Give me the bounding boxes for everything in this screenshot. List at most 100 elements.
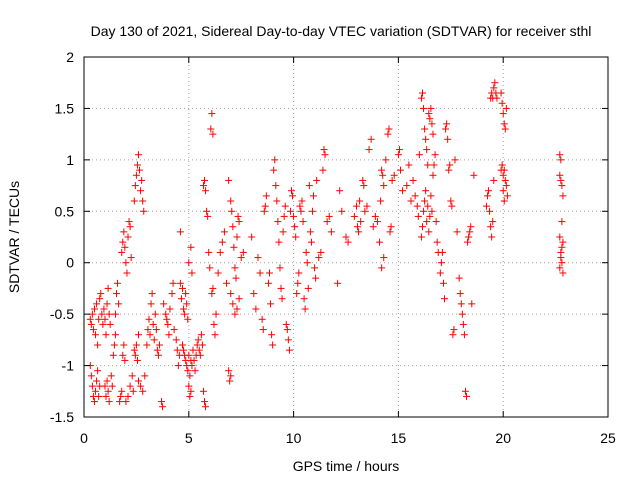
x-tick-labels: 0 5 10 15 20 25 <box>80 430 616 446</box>
data-point <box>216 248 224 256</box>
data-point <box>148 290 156 298</box>
data-point <box>176 228 184 236</box>
x-tick-label: 5 <box>185 430 193 446</box>
x-axis-label: GPS time / hours <box>293 458 400 474</box>
data-point <box>323 218 331 226</box>
data-point <box>281 202 289 210</box>
data-point <box>498 99 506 107</box>
data-point <box>305 182 313 190</box>
data-point <box>306 228 314 236</box>
data-point <box>428 120 436 128</box>
data-point <box>114 279 122 287</box>
data-point <box>431 151 439 159</box>
data-point <box>427 192 435 200</box>
data-point <box>461 387 469 395</box>
data-point <box>262 192 270 200</box>
data-point <box>423 146 431 154</box>
data-point <box>125 218 133 226</box>
data-point <box>460 331 468 339</box>
data-point <box>174 362 182 370</box>
data-point <box>214 269 222 277</box>
data-point <box>500 197 508 205</box>
data-point <box>428 207 436 215</box>
data-point <box>557 156 565 164</box>
data-point <box>490 84 498 92</box>
data-point <box>363 202 371 210</box>
data-point <box>101 315 109 323</box>
data-point <box>106 320 114 328</box>
data-point <box>502 182 510 190</box>
data-point <box>422 187 430 195</box>
axis-ticks <box>83 56 609 418</box>
data-point <box>376 238 384 246</box>
data-point <box>207 125 215 133</box>
data-point <box>151 310 159 318</box>
data-point <box>152 326 160 334</box>
data-point <box>137 382 145 390</box>
data-point <box>273 197 281 205</box>
data-point <box>88 382 96 390</box>
data-point <box>315 254 323 262</box>
data-point <box>457 300 465 308</box>
data-point <box>133 161 141 169</box>
data-point <box>267 300 275 308</box>
data-point <box>96 295 104 303</box>
data-point <box>359 176 367 184</box>
data-point <box>101 382 109 390</box>
data-point <box>233 305 241 313</box>
data-point <box>130 197 138 205</box>
data-point <box>239 248 247 256</box>
data-point <box>439 279 447 287</box>
data-point <box>292 233 300 241</box>
data-point <box>270 166 278 174</box>
data-point <box>126 223 134 231</box>
data-point <box>354 223 362 231</box>
data-point <box>269 341 277 349</box>
data-point <box>158 398 166 406</box>
data-point <box>298 197 306 205</box>
y-tick-label: 1.5 <box>55 100 75 116</box>
data-point <box>199 182 207 190</box>
data-point <box>94 341 102 349</box>
data-point <box>137 187 145 195</box>
data-point <box>438 248 446 256</box>
data-point <box>419 89 427 97</box>
data-point <box>123 269 131 277</box>
data-point <box>201 398 209 406</box>
x-tick-label: 20 <box>495 430 511 446</box>
data-point <box>423 218 431 226</box>
data-point <box>344 238 352 246</box>
data-point <box>95 392 103 400</box>
data-point <box>169 279 177 287</box>
data-point <box>271 156 279 164</box>
data-point <box>311 264 319 272</box>
data-point <box>491 79 499 87</box>
data-point <box>443 120 451 128</box>
data-point <box>395 146 403 154</box>
data-point <box>310 192 318 200</box>
data-point <box>468 300 476 308</box>
data-point <box>557 176 565 184</box>
data-point <box>124 392 132 400</box>
data-point <box>556 171 564 179</box>
data-point <box>286 207 294 215</box>
data-point <box>228 207 236 215</box>
data-point <box>360 182 368 190</box>
data-point <box>186 392 194 400</box>
data-point <box>420 207 428 215</box>
data-point <box>387 223 395 231</box>
data-point <box>409 176 417 184</box>
y-axis-label: SDTVAR / TECUs <box>6 181 22 293</box>
data-point <box>188 362 196 370</box>
data-point <box>379 171 387 179</box>
data-point <box>208 290 216 298</box>
data-point <box>446 161 454 169</box>
data-point <box>237 254 245 262</box>
data-point <box>203 207 211 215</box>
data-point <box>205 248 213 256</box>
data-point <box>150 336 158 344</box>
data-point <box>342 233 350 241</box>
data-point <box>411 192 419 200</box>
data-point <box>235 218 243 226</box>
data-point <box>121 243 129 251</box>
